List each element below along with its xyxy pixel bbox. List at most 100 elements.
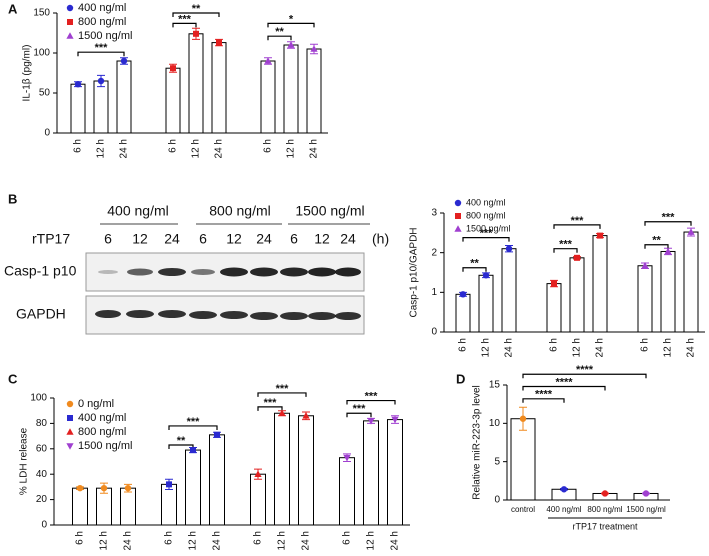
bar	[298, 415, 314, 526]
y-tick-label: 60	[36, 443, 48, 454]
y-tick-label: 1	[431, 287, 437, 298]
bar	[116, 60, 132, 134]
bar	[188, 33, 204, 134]
x-axis-label: rTP17 treatment	[572, 521, 638, 531]
significance-label: **	[470, 258, 479, 270]
y-tick-label: 0	[44, 128, 50, 139]
x-tick-label: 12 h	[99, 531, 110, 550]
bar	[637, 265, 653, 333]
chart: D 0 5 10 15 Relative miR-223-3p level control 4…	[456, 364, 670, 531]
band	[220, 267, 248, 277]
significance-bracket	[77, 51, 125, 57]
band	[280, 312, 308, 320]
band	[280, 267, 308, 277]
x-tick-label: 6 h	[73, 139, 84, 153]
data-point	[310, 45, 318, 52]
bar	[478, 274, 494, 333]
panel-letter: D	[456, 371, 465, 386]
significance-bracket	[346, 399, 396, 405]
x-tick-label: 24 h	[119, 139, 130, 158]
data-point	[482, 272, 490, 279]
significance-bracket	[168, 444, 194, 449]
bar	[72, 487, 88, 526]
x-tick-label: 24 h	[595, 338, 606, 357]
bar	[120, 487, 136, 526]
legend-marker	[66, 4, 74, 12]
x-tick-label: 400 ng/ml	[546, 505, 581, 514]
legend-label: 0 ng/ml	[78, 398, 114, 410]
significance-label: **	[177, 435, 186, 447]
significance-bracket	[257, 406, 283, 411]
legend-marker	[67, 415, 73, 421]
time-label: 6	[290, 231, 298, 247]
legend-label: 1500 ng/ml	[78, 30, 132, 42]
data-point	[170, 65, 176, 72]
bar	[260, 60, 276, 134]
x-tick-label: 24 h	[390, 531, 401, 550]
band	[220, 311, 248, 319]
x-tick-label: 12 h	[481, 338, 492, 357]
bar	[283, 44, 299, 134]
y-axis-label: Casp-1 p10/GAPDH	[409, 227, 420, 317]
x-tick-label: 24 h	[214, 139, 225, 158]
data-point	[302, 411, 310, 419]
significance-label: ***	[662, 212, 676, 224]
x-tick-label: 12 h	[663, 338, 674, 357]
chart: 0 1 2 3 Casp-1 p10/GAPDH 6 h 12 h 24 h 6 h 12 h 24…	[409, 197, 705, 357]
significance-label: ****	[555, 376, 573, 388]
band	[308, 267, 336, 277]
significance-label: ***	[264, 397, 278, 409]
x-tick-label: 24 h	[212, 531, 223, 550]
y-axis-label: % LDH release	[19, 427, 30, 495]
y-tick-label: 40	[36, 469, 48, 480]
significance-label: ***	[187, 416, 201, 428]
data-point	[287, 41, 295, 48]
y-tick-label: 2	[431, 247, 437, 258]
x-tick-label: control	[511, 505, 535, 514]
bar	[339, 457, 355, 526]
significance-bracket	[462, 267, 487, 272]
data-point	[343, 454, 351, 462]
panel-letter: A	[8, 1, 18, 16]
legend-label: 400 ng/ml	[78, 412, 126, 424]
significance-label: ***	[365, 390, 379, 402]
legend-marker	[454, 199, 462, 207]
treatment-label: rTP17	[32, 231, 70, 247]
legend-label: 1500 ng/ml	[78, 440, 132, 452]
bar	[501, 248, 517, 333]
data-point	[367, 418, 375, 425]
concentration-label: 1500 ng/ml	[295, 203, 364, 219]
significance-bracket	[346, 412, 372, 418]
significance-bracket	[522, 373, 647, 379]
y-tick-label: 10	[489, 418, 501, 429]
bar	[387, 419, 403, 526]
band	[250, 312, 278, 320]
data-point	[687, 228, 695, 235]
significance-label: **	[192, 3, 201, 15]
significance-label: ***	[559, 239, 573, 251]
bar	[363, 420, 379, 526]
bands	[95, 267, 361, 320]
bar	[683, 231, 699, 333]
data-point	[391, 416, 399, 424]
bar	[660, 250, 676, 333]
x-tick-label: 6 h	[342, 531, 353, 545]
bar	[211, 42, 227, 134]
y-tick-label: 80	[36, 418, 48, 429]
bar	[185, 449, 201, 526]
significance-bracket	[553, 248, 578, 253]
significance-label: ***	[95, 42, 109, 54]
legend-marker	[66, 32, 74, 39]
band-label: Casp-1 p10	[4, 263, 77, 279]
significance-bracket	[522, 398, 565, 403]
significance-bracket	[267, 22, 315, 28]
significance-label: ****	[535, 389, 553, 401]
data-point	[664, 247, 672, 255]
data-point	[193, 30, 199, 37]
data-point	[459, 291, 467, 298]
data-point	[574, 254, 580, 261]
bar	[306, 48, 322, 134]
legend-marker	[66, 400, 74, 408]
significance-label: ***	[178, 13, 192, 25]
